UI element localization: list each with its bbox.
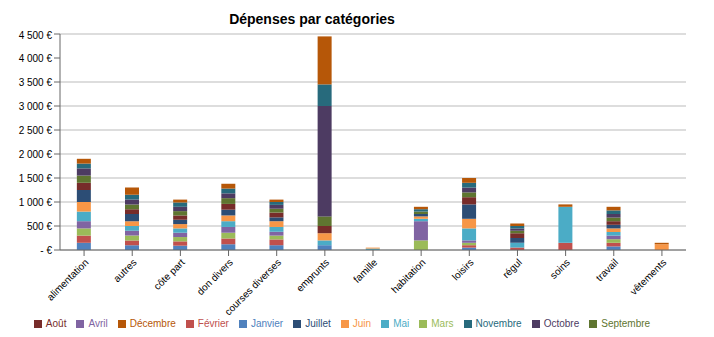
svg-text:loisirs: loisirs — [450, 257, 476, 283]
html-text:Octobre: Octobre — [543, 318, 580, 329]
svg-text:- €: - € — [40, 245, 52, 256]
svg-text:1 000 €: 1 000 € — [19, 197, 53, 208]
html-text:Mai: Mai — [393, 318, 410, 329]
svg-text:travail: travail — [594, 257, 621, 284]
svg-text:2 500 €: 2 500 € — [19, 125, 53, 136]
svg-text:4 500 €: 4 500 € — [19, 30, 53, 41]
svg-text:soins: soins — [548, 257, 572, 281]
svg-text:1 500 €: 1 500 € — [19, 173, 53, 184]
svg-text:3 500 €: 3 500 € — [19, 77, 53, 88]
svg-text:emprunts: emprunts — [294, 257, 331, 294]
svg-text:4 000 €: 4 000 € — [19, 53, 53, 64]
html-text:Septembre: Septembre — [601, 318, 651, 329]
html-text:Dépenses par catégories: Dépenses par catégories — [229, 11, 395, 27]
svg-text:courses diverses: courses diverses — [222, 257, 283, 318]
svg-text:côte part: côte part — [152, 257, 187, 292]
svg-text:famille: famille — [351, 256, 380, 285]
html-text:Novembre: Novembre — [475, 318, 522, 329]
svg-text:autres: autres — [111, 257, 138, 284]
html-text:Décembre: Décembre — [129, 318, 176, 329]
svg-text:500 €: 500 € — [27, 221, 52, 232]
html-text:Mars: Mars — [431, 318, 454, 329]
svg-text:don divers: don divers — [195, 257, 235, 297]
svg-text:alimentation: alimentation — [45, 257, 91, 303]
html-text:Février: Février — [197, 318, 229, 329]
svg-text:habitation: habitation — [389, 257, 427, 295]
html-text:Janvier: Janvier — [251, 318, 284, 329]
html-text:Juin: Juin — [352, 318, 372, 329]
svg-text:2 000 €: 2 000 € — [19, 149, 53, 160]
svg-text:vêtements: vêtements — [628, 257, 668, 297]
html-text:Avril: Avril — [88, 318, 108, 329]
svg-text:régul: régul — [500, 257, 524, 281]
html-text:Août: Août — [45, 318, 67, 329]
svg-text:3 000 €: 3 000 € — [19, 101, 53, 112]
html-text:Juillet: Juillet — [305, 318, 331, 329]
